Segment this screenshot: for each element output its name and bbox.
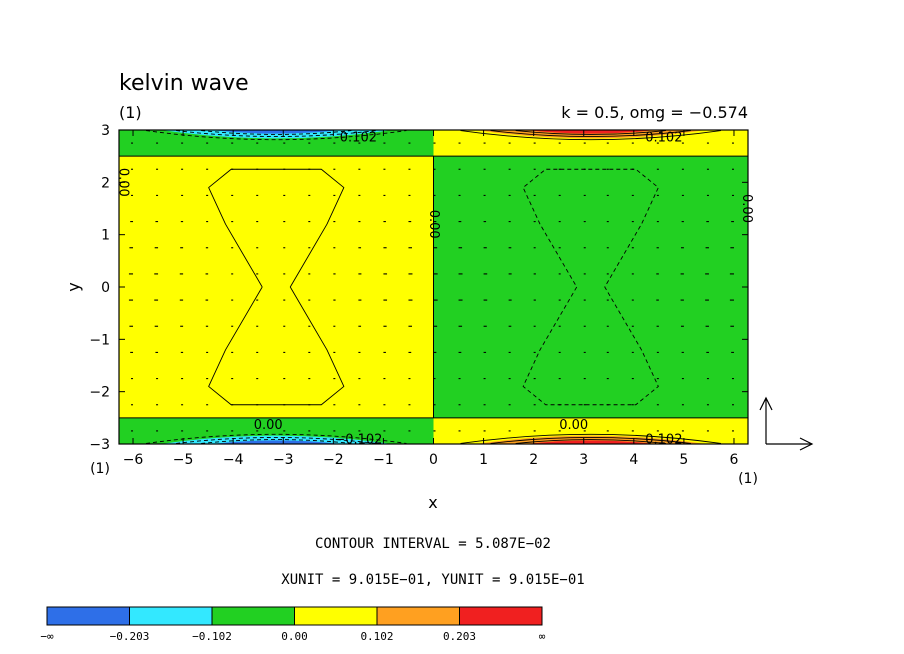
contour-line: [176, 130, 377, 137]
contour-label: 0.102: [645, 130, 682, 145]
contour-label: 0.102: [340, 130, 377, 145]
contour-line: [490, 437, 691, 444]
contour-line: [201, 439, 352, 444]
contour-line: [176, 437, 377, 444]
x-tick-label: −4: [223, 452, 244, 468]
colorbar-segment: [46, 606, 130, 626]
y-tick-label: −3: [89, 437, 110, 453]
x-axis-label: x: [428, 493, 437, 512]
contour-label: 0.00: [254, 418, 283, 433]
x-axis-ticks: −6 −5 −4 −3 −2 −1 0 1 2 3 4 5 6: [123, 130, 739, 468]
colorbar-label: −0.203: [110, 630, 150, 643]
colorbar: −∞ −0.203 −0.102 0.00 0.102 0.203 ∞: [40, 606, 546, 643]
color-fill-layer: [119, 130, 748, 444]
contour-line: [145, 433, 407, 444]
fill-region: [525, 440, 656, 444]
y-unit-label: (1): [90, 461, 110, 477]
x-tick-label: −5: [173, 452, 194, 468]
y-tick-label: −2: [89, 385, 110, 401]
contour-line: [208, 168, 345, 406]
reference-vector: [759, 396, 814, 451]
colorbar-label: −0.102: [192, 630, 232, 643]
x-tick-label: 6: [730, 452, 739, 468]
contour-label: −0.102: [334, 432, 382, 447]
contour-line: [145, 130, 407, 141]
chart-title: kelvin wave: [119, 71, 249, 96]
contour-label: 0.00: [739, 194, 754, 223]
x-tick-label: 5: [679, 452, 688, 468]
y-tick-label: 0: [101, 280, 110, 296]
x-tick-label: −3: [273, 452, 294, 468]
colorbar-label: ∞: [539, 630, 546, 643]
x-tick-label: −2: [323, 452, 344, 468]
contour-line: [515, 130, 666, 135]
x-tick-label: −6: [123, 452, 144, 468]
x-tick-label: −1: [373, 452, 394, 468]
fill-region: [119, 156, 434, 418]
colorbar-label: −∞: [40, 630, 54, 643]
y-axis-label: y: [64, 282, 83, 291]
y-axis-ticks: −3 −2 −1 0 1 2 3: [89, 123, 748, 453]
colorbar-label: 0.203: [443, 630, 476, 643]
contour-label: 0.102: [645, 432, 682, 447]
colorbar-label: 0.00: [281, 630, 308, 643]
colorbar-segment: [459, 606, 543, 626]
colorbar-label: 0.102: [360, 630, 393, 643]
contour-line: [515, 439, 666, 444]
fill-region: [433, 156, 748, 418]
x-tick-label: 0: [429, 452, 438, 468]
contour-line-layer: [119, 130, 748, 444]
contour-label: 0.00: [426, 210, 441, 239]
y-tick-label: −1: [89, 332, 110, 348]
contour-line: [201, 130, 352, 135]
panel-label: (1): [119, 103, 142, 122]
contour-line: [522, 168, 659, 406]
y-tick-label: 1: [101, 228, 110, 244]
colorbar-segment: [129, 606, 213, 626]
vector-field-layer: [128, 142, 734, 432]
contour-line: [490, 130, 691, 137]
x-tick-label: 2: [529, 452, 538, 468]
fill-region: [211, 130, 342, 134]
fill-region: [525, 130, 656, 134]
units-text: XUNIT = 9.015E−01, YUNIT = 9.015E−01: [281, 572, 584, 588]
colorbar-segment: [211, 606, 295, 626]
x-tick-label: 1: [479, 452, 488, 468]
y-tick-label: 3: [101, 123, 110, 139]
contour-interval-text: CONTOUR INTERVAL = 5.087E−02: [315, 536, 551, 552]
y-tick-label: 2: [101, 175, 110, 191]
params-text: k = 0.5, omg = −0.574: [561, 103, 748, 122]
x-unit-label: (1): [738, 471, 758, 487]
contour-line: [460, 433, 722, 444]
x-tick-label: 3: [579, 452, 588, 468]
colorbar-segment: [376, 606, 460, 626]
contour-label: 0.00: [559, 418, 588, 433]
fill-region: [211, 440, 342, 444]
colorbar-segment: [294, 606, 378, 626]
contour-line: [460, 130, 722, 141]
x-tick-label: 4: [629, 452, 638, 468]
